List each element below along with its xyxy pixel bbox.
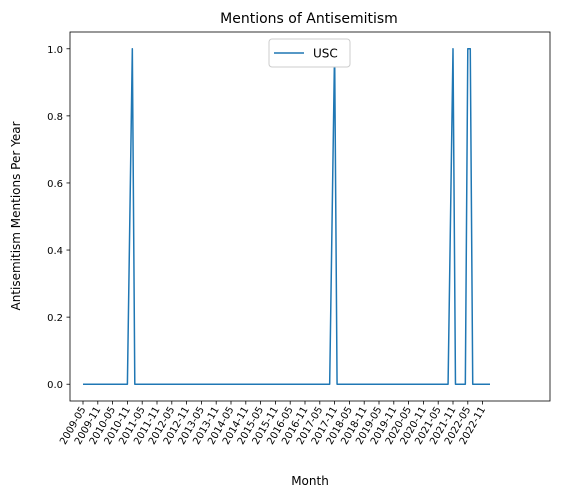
y-tick-label: 0.0 — [47, 380, 63, 391]
y-axis-ticks: 0.0 0.2 0.4 0.6 0.8 1.0 — [47, 45, 70, 391]
legend-box — [268, 38, 351, 68]
y-tick-label: 1.0 — [47, 45, 63, 56]
y-axis-label: Antisemitism Mentions Per Year — [9, 121, 23, 310]
y-tick-label: 0.2 — [47, 313, 63, 324]
y-tick-label: 0.4 — [47, 246, 63, 257]
plot-area — [83, 48, 490, 385]
legend: USC — [268, 38, 351, 68]
y-tick-label: 0.6 — [47, 179, 63, 190]
series-line-usc — [83, 48, 490, 385]
y-tick-label: 0.8 — [47, 112, 63, 123]
chart-title: Mentions of Antisemitism — [220, 11, 398, 27]
x-axis-ticks: 2009-052009-112010-052010-112011-052011-… — [58, 401, 488, 447]
plot-frame — [69, 31, 551, 402]
x-axis-label: Month — [291, 474, 329, 488]
legend-label-usc: USC — [313, 47, 338, 61]
